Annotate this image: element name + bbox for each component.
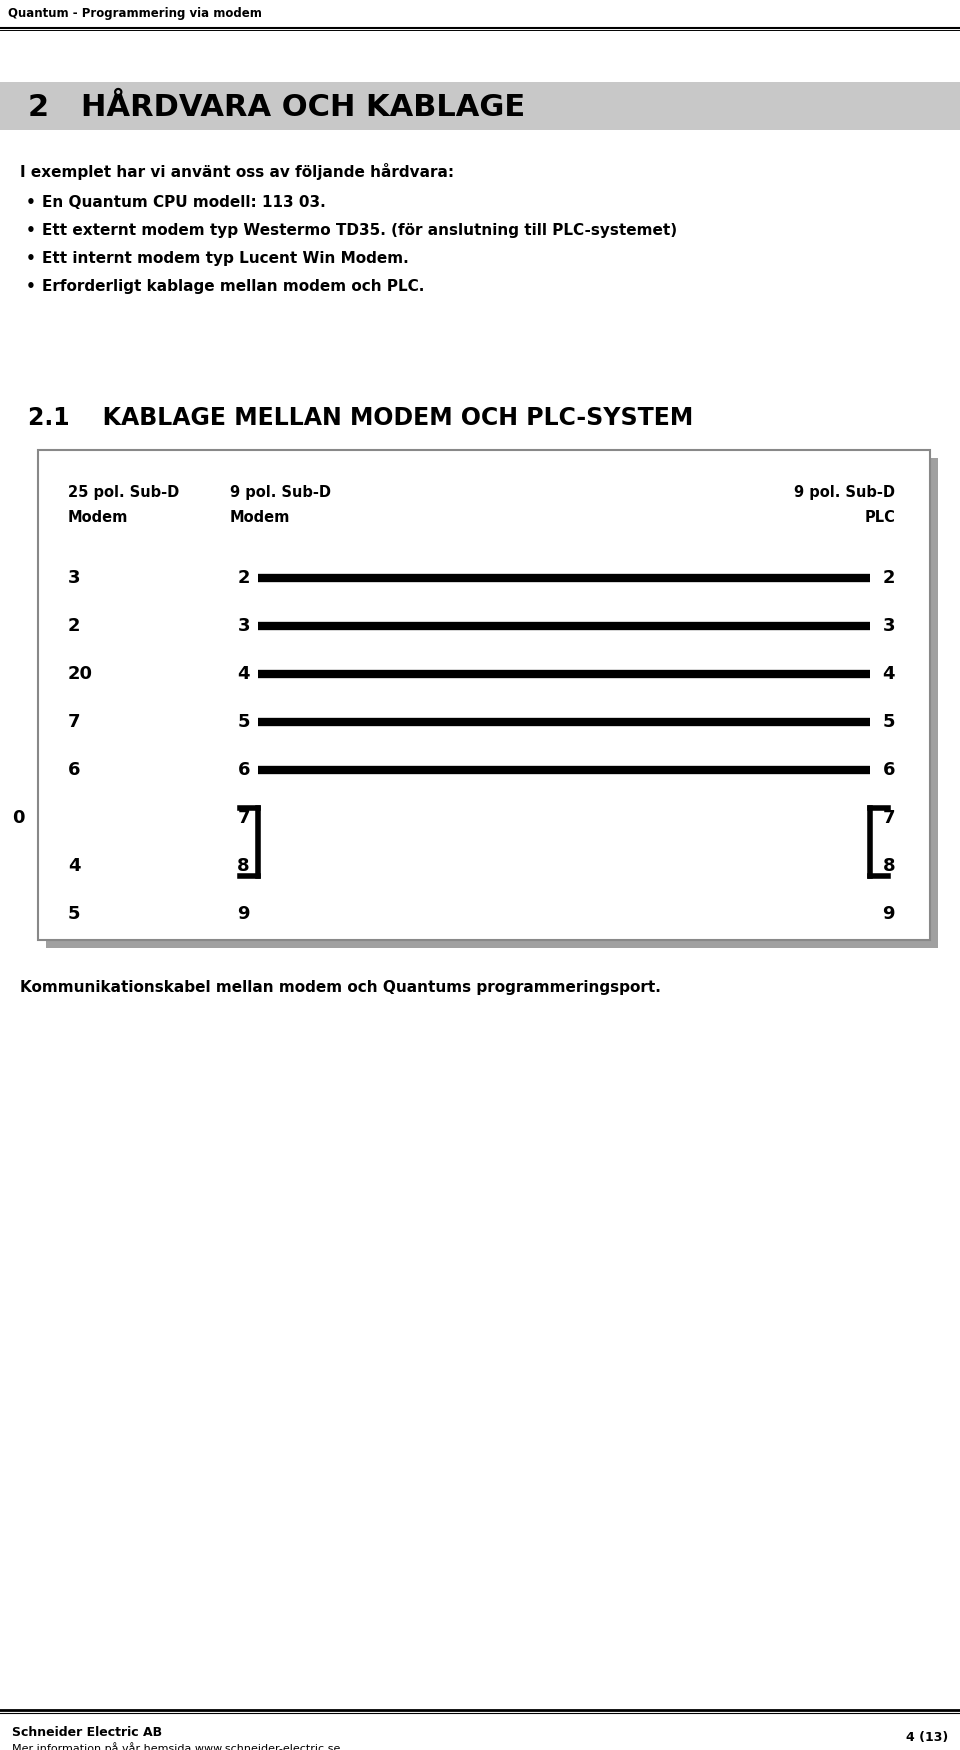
Text: 7: 7 xyxy=(68,712,81,732)
Text: 4: 4 xyxy=(237,665,250,682)
Bar xyxy=(0,82,960,130)
Text: 2: 2 xyxy=(882,569,895,586)
Text: 8: 8 xyxy=(237,858,250,875)
Text: 25 pol. Sub-D: 25 pol. Sub-D xyxy=(68,485,180,499)
Text: •: • xyxy=(26,250,36,266)
Text: Modem: Modem xyxy=(68,511,129,525)
Text: Quantum - Programmering via modem: Quantum - Programmering via modem xyxy=(8,7,262,21)
Text: 4: 4 xyxy=(68,858,81,875)
Text: 9 pol. Sub-D: 9 pol. Sub-D xyxy=(794,485,895,499)
Text: Erforderligt kablage mellan modem och PLC.: Erforderligt kablage mellan modem och PL… xyxy=(42,278,424,294)
Text: 6: 6 xyxy=(882,761,895,779)
Text: Modem: Modem xyxy=(230,511,290,525)
Text: En Quantum CPU modell: 113 03.: En Quantum CPU modell: 113 03. xyxy=(42,194,325,210)
Text: 5: 5 xyxy=(237,712,250,732)
Text: 6: 6 xyxy=(68,761,81,779)
Text: Mer information på vår hemsida www.schneider-electric.se: Mer information på vår hemsida www.schne… xyxy=(12,1741,341,1750)
Text: 7: 7 xyxy=(237,808,250,828)
Text: 2: 2 xyxy=(237,569,250,586)
Text: •: • xyxy=(26,278,36,294)
Text: 8: 8 xyxy=(882,858,895,875)
Text: 5: 5 xyxy=(68,905,81,922)
Text: 4 (13): 4 (13) xyxy=(905,1731,948,1745)
Text: 4: 4 xyxy=(882,665,895,682)
Text: •: • xyxy=(26,222,36,238)
Text: 3: 3 xyxy=(237,618,250,635)
Text: 2: 2 xyxy=(68,618,81,635)
Text: 2   HÅRDVARA OCH KABLAGE: 2 HÅRDVARA OCH KABLAGE xyxy=(28,93,525,121)
Text: Ett externt modem typ Westermo TD35. (för anslutning till PLC-systemet): Ett externt modem typ Westermo TD35. (fö… xyxy=(42,222,677,238)
Text: 7: 7 xyxy=(882,808,895,828)
Text: I exemplet har vi använt oss av följande hårdvara:: I exemplet har vi använt oss av följande… xyxy=(20,163,454,180)
Text: 20: 20 xyxy=(68,665,93,682)
Text: •: • xyxy=(26,194,36,210)
Text: Kommunikationskabel mellan modem och Quantums programmeringsport.: Kommunikationskabel mellan modem och Qua… xyxy=(20,980,660,996)
Text: 9: 9 xyxy=(882,905,895,922)
Text: 6: 6 xyxy=(237,761,250,779)
Text: 5: 5 xyxy=(882,712,895,732)
Bar xyxy=(46,458,938,948)
Text: 2.1    KABLAGE MELLAN MODEM OCH PLC-SYSTEM: 2.1 KABLAGE MELLAN MODEM OCH PLC-SYSTEM xyxy=(28,406,693,430)
Text: PLC: PLC xyxy=(864,511,895,525)
Text: Schneider Electric AB: Schneider Electric AB xyxy=(12,1726,162,1738)
Text: 3: 3 xyxy=(68,569,81,586)
Bar xyxy=(38,450,930,940)
Text: 9: 9 xyxy=(237,905,250,922)
Text: 9 pol. Sub-D: 9 pol. Sub-D xyxy=(230,485,331,499)
Text: 0: 0 xyxy=(12,808,25,828)
Text: Ett internt modem typ Lucent Win Modem.: Ett internt modem typ Lucent Win Modem. xyxy=(42,250,409,266)
Text: 3: 3 xyxy=(882,618,895,635)
